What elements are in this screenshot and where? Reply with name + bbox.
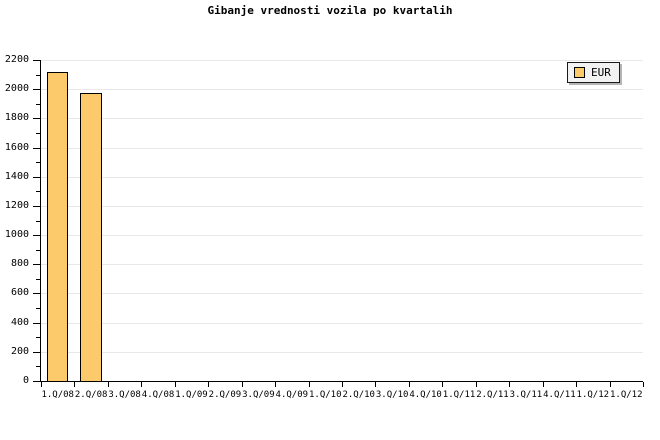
x-axis-tick-label: 4.Q/10 [409,390,442,400]
x-axis-tick-label: 3.Q/09 [242,390,275,400]
legend-label-eur: EUR [591,66,611,79]
y-axis-minor-tick [36,220,40,222]
y-axis-tick-label: 1200 [4,199,29,211]
y-axis-tick [33,293,40,295]
y-axis-tick-label: 2200 [4,54,29,65]
x-axis-tick-label: 2.Q/09 [208,390,242,400]
y-axis-tick [33,351,40,353]
x-axis-tick [509,382,510,387]
y-axis-tick [33,89,40,91]
x-axis-tick-label: 1.Q/12 [576,390,610,400]
x-axis-tick [543,382,544,387]
y-axis-minor-tick [36,132,40,134]
y-axis-tick [33,176,40,178]
y-axis-tick [33,147,40,149]
y-axis-minor-tick [36,74,40,76]
y-axis-minor-tick [36,249,40,251]
x-axis-tick-label: 3.Q/08 [108,390,141,400]
y-axis-tick [33,235,40,237]
x-axis-tick-label: 1.Q/08 [41,390,74,400]
x-axis-tick [576,382,577,387]
y-axis-tick-label: 0 [22,375,29,386]
gridline [41,205,643,207]
x-axis-tick [74,382,75,387]
gridline [41,118,643,120]
y-axis-tick-label: 200 [10,345,29,357]
y-axis-minor-tick [36,366,40,368]
y-axis-tick-label: 1600 [4,141,29,153]
gridline [41,60,643,61]
y-axis-tick [33,205,40,207]
gridline [41,89,643,91]
x-axis-tick [643,382,644,387]
x-axis-tick [476,382,477,387]
bar [80,93,102,382]
x-axis-tick [409,382,410,387]
x-axis-tick [208,382,209,387]
y-axis-tick [33,60,40,61]
x-axis-tick-label: 2.Q/10 [342,390,375,400]
x-axis-line [41,381,643,382]
y-axis-minor-tick [36,278,40,280]
y-axis-tick-label: 400 [10,316,29,328]
x-axis-tick [309,382,310,387]
x-axis-tick [108,382,109,387]
x-axis-tick-label: 1.Q/12 [610,390,643,400]
y-axis-minor-tick [36,191,40,193]
chart-title: Gibanje vrednosti vozila po kvartalih [207,4,453,17]
x-axis-tick-label: 3.Q/11 [509,390,543,400]
y-axis-minor-tick [36,162,40,164]
y-axis-tick [33,381,40,382]
y-axis-tick-label: 1000 [4,229,29,241]
gridline [41,264,643,266]
y-axis-tick-label: 1400 [4,170,29,182]
y-axis-tick-label: 2000 [4,83,29,95]
x-axis-tick-label: 4.Q/09 [275,390,309,400]
x-axis-tick [375,382,376,387]
gridline [41,235,643,237]
x-axis-tick [242,382,243,387]
x-axis-tick [610,382,611,387]
x-axis-tick [442,382,443,387]
plot-area [41,60,643,382]
x-axis-tick-label: 1.Q/09 [175,390,208,400]
y-axis-line [40,60,41,382]
y-axis-tick-label: 1800 [4,112,29,124]
x-axis-tick [41,382,42,387]
y-axis-tick-label: 600 [10,287,29,299]
x-axis-tick-label: 4.Q/08 [141,390,175,400]
x-axis-tick-label: 4.Q/11 [543,390,576,400]
gridline [41,322,643,324]
x-axis-tick [141,382,142,387]
gridline [41,176,643,178]
y-axis-minor-tick [36,308,40,310]
gridline [41,351,643,353]
x-axis-tick [275,382,276,387]
plot-background [41,60,643,381]
y-axis-minor-tick [36,337,40,339]
bar [47,72,69,382]
x-axis-tick [175,382,176,387]
y-axis-tick-label: 800 [10,258,29,270]
x-axis-tick-label: 3.Q/10 [375,390,409,400]
y-axis-minor-tick [36,103,40,105]
x-axis-tick-label: 1.Q/11 [442,390,476,400]
x-axis-tick-label: 2.Q/11 [476,390,509,400]
x-axis-tick-label: 2.Q/08 [74,390,108,400]
y-axis-tick [33,118,40,120]
y-axis-tick [33,322,40,324]
y-axis-tick [33,264,40,266]
x-axis-tick [342,382,343,387]
gridline [41,147,643,149]
chart-legend: EUR [567,62,620,83]
x-axis-tick-label: 1.Q/10 [309,390,342,400]
legend-swatch-eur [574,67,585,78]
gridline [41,293,643,295]
